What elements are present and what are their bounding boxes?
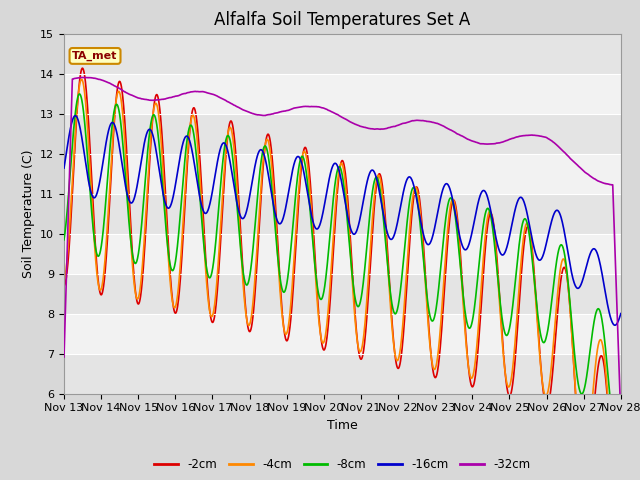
Bar [64, 193, 621, 234]
Bar [64, 274, 621, 313]
Text: TA_met: TA_met [72, 51, 118, 61]
Legend: -2cm, -4cm, -8cm, -16cm, -32cm: -2cm, -4cm, -8cm, -16cm, -32cm [150, 454, 535, 476]
Bar [64, 34, 621, 73]
Title: Alfalfa Soil Temperatures Set A: Alfalfa Soil Temperatures Set A [214, 11, 470, 29]
X-axis label: Time: Time [327, 419, 358, 432]
Bar [64, 114, 621, 154]
Bar [64, 354, 621, 394]
Y-axis label: Soil Temperature (C): Soil Temperature (C) [22, 149, 35, 278]
